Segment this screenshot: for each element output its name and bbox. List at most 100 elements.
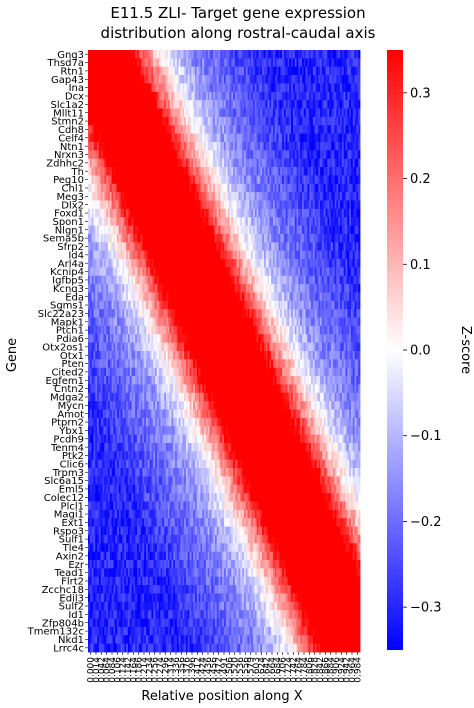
heatmap-cell [136, 125, 140, 135]
heatmap-cell [135, 242, 138, 252]
heatmap-cell [115, 192, 118, 201]
heatmap-cell [320, 192, 323, 201]
heatmap-cell [272, 217, 276, 226]
heatmap-cell [155, 325, 158, 335]
heatmap-cell [307, 250, 310, 260]
heatmap-cell [158, 58, 161, 68]
heatmap-cell [180, 317, 183, 327]
heatmap-cell [109, 125, 112, 135]
heatmap-cell [155, 133, 158, 143]
heatmap-cell [193, 250, 196, 260]
heatmap-cell [156, 267, 160, 277]
heatmap-cell [287, 125, 290, 135]
heatmap-cell [187, 275, 190, 285]
heatmap-cell [347, 50, 350, 59]
heatmap-cell [104, 208, 107, 218]
heatmap-cell [283, 150, 287, 160]
heatmap-cell [343, 300, 346, 310]
heatmap-cell [282, 83, 285, 93]
heatmap-cell [153, 267, 156, 277]
heatmap-cell [325, 242, 328, 252]
heatmap-cell [146, 83, 149, 93]
heatmap-cell [274, 158, 277, 168]
heatmap-cell [120, 116, 123, 126]
heatmap-cell [224, 300, 227, 310]
heatmap-cell [102, 133, 105, 143]
heatmap-cell [345, 50, 348, 59]
heatmap-cell [329, 158, 332, 168]
heatmap-cell [332, 125, 336, 135]
heatmap-cell [305, 267, 308, 277]
heatmap-cell [211, 83, 214, 93]
heatmap-cell [294, 158, 297, 168]
heatmap-cell [238, 200, 241, 210]
heatmap-cell [349, 141, 352, 151]
heatmap-cell [100, 309, 103, 318]
heatmap-cell [151, 300, 154, 310]
heatmap-cell [265, 141, 268, 151]
heatmap-cell [312, 58, 316, 68]
heatmap-cell [91, 183, 94, 193]
heatmap-cell [109, 225, 112, 235]
heatmap-cell [204, 192, 207, 201]
heatmap-cell [278, 167, 281, 176]
heatmap-cell [113, 91, 116, 101]
heatmap-cell [271, 275, 274, 285]
heatmap-cell [238, 116, 241, 126]
heatmap-cell [238, 309, 241, 318]
heatmap-cell [258, 183, 261, 193]
heatmap-cell [283, 242, 287, 252]
heatmap-cell [149, 259, 152, 268]
heatmap-cell [111, 250, 114, 260]
heatmap-cell [245, 267, 248, 277]
heatmap-cell [318, 75, 321, 84]
heatmap-cell [142, 208, 145, 218]
heatmap-cell [285, 183, 288, 193]
heatmap-cell [301, 100, 305, 109]
heatmap-cell [196, 150, 200, 160]
heatmap-cell [88, 108, 91, 118]
heatmap-cell [321, 75, 325, 84]
heatmap-cell [280, 275, 283, 285]
heatmap-cell [291, 225, 294, 235]
heatmap-cell [89, 116, 93, 126]
heatmap-cell [176, 250, 180, 260]
heatmap-cell [225, 50, 229, 59]
heatmap-cell [136, 150, 140, 160]
heatmap-cell [329, 116, 332, 126]
heatmap-cell [336, 317, 339, 327]
heatmap-cell [120, 141, 123, 151]
heatmap-cell [113, 108, 116, 118]
heatmap-cell [350, 200, 354, 210]
heatmap-cell [283, 91, 287, 101]
heatmap-cell [182, 284, 185, 293]
heatmap-cell [207, 141, 210, 151]
heatmap-cell [117, 284, 120, 293]
heatmap-cell [144, 250, 147, 260]
heatmap-cell [262, 233, 265, 243]
heatmap-cell [320, 158, 323, 168]
heatmap-cell [142, 66, 145, 76]
heatmap-cell [182, 100, 185, 109]
heatmap-cell [202, 75, 205, 84]
heatmap-cell [320, 317, 323, 327]
heatmap-cell [144, 158, 147, 168]
heatmap-cell [289, 284, 292, 293]
heatmap-cell [147, 158, 151, 168]
heatmap-cell [251, 200, 254, 210]
heatmap-cell [218, 150, 221, 160]
heatmap-cell [131, 284, 134, 293]
heatmap-cell [204, 292, 207, 302]
heatmap-cell [278, 300, 281, 310]
heatmap-cell [127, 200, 131, 210]
heatmap-cell [352, 91, 355, 101]
heatmap-cell [298, 91, 301, 101]
heatmap-cell [251, 50, 254, 59]
heatmap-cell [314, 167, 317, 176]
heatmap-cell [330, 125, 334, 135]
heatmap-cell [242, 217, 245, 226]
heatmap-cell [127, 309, 131, 318]
heatmap-cell [227, 192, 230, 201]
heatmap-cell [155, 309, 158, 318]
heatmap-cell [140, 317, 143, 327]
